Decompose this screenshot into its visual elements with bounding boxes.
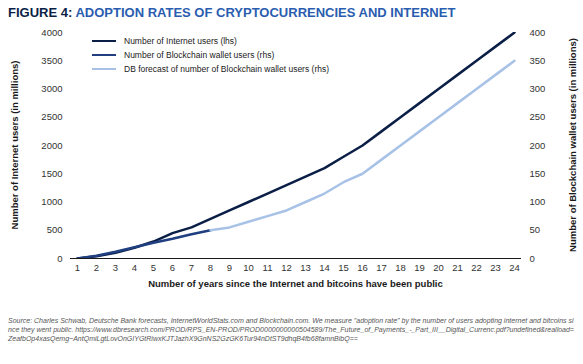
html-text:DB forecast of number of Block: DB forecast of number of Blockchain wall… (124, 64, 329, 74)
svg-text:2000: 2000 (41, 140, 62, 151)
svg-text:8: 8 (208, 262, 213, 273)
svg-text:3000: 3000 (41, 83, 62, 94)
html-text:FIGURE 4: ADOPTION RATES OF CR: FIGURE 4: ADOPTION RATES OF CRYPTOCURREN… (8, 5, 456, 20)
svg-text:11: 11 (263, 262, 273, 273)
svg-text:3500: 3500 (41, 55, 62, 66)
svg-text:150: 150 (530, 168, 546, 179)
svg-text:15: 15 (338, 262, 349, 273)
svg-text:5: 5 (151, 262, 156, 273)
html-text:Source: Charles Schwab, Deutsc: Source: Charles Schwab, Deutsche Bank fo… (8, 317, 574, 342)
svg-text:17: 17 (376, 262, 387, 273)
svg-text:9: 9 (227, 262, 232, 273)
svg-text:6: 6 (170, 262, 175, 273)
svg-text:23: 23 (490, 262, 501, 273)
html-text:Number of Internet users (in m: Number of Internet users (in millions) (8, 60, 20, 230)
svg-text:0: 0 (530, 253, 535, 264)
svg-text:500: 500 (47, 224, 63, 235)
svg-text:18: 18 (395, 262, 406, 273)
svg-text:300: 300 (530, 83, 546, 94)
svg-text:12: 12 (281, 262, 292, 273)
svg-text:21: 21 (452, 262, 463, 273)
svg-text:4000: 4000 (41, 27, 62, 38)
svg-text:19: 19 (414, 262, 425, 273)
svg-text:2500: 2500 (41, 111, 62, 122)
svg-text:24: 24 (509, 262, 520, 273)
html-text:Number of Blockchain wallet us: Number of Blockchain wallet users (rhs) (124, 50, 275, 60)
svg-text:22: 22 (471, 262, 482, 273)
svg-text:50: 50 (530, 224, 541, 235)
svg-text:3: 3 (113, 262, 118, 273)
svg-text:250: 250 (530, 111, 546, 122)
svg-text:400: 400 (530, 27, 546, 38)
svg-text:1: 1 (75, 262, 80, 273)
svg-text:100: 100 (530, 196, 546, 207)
svg-text:350: 350 (530, 55, 546, 66)
svg-text:7: 7 (189, 262, 194, 273)
svg-text:0: 0 (57, 253, 62, 264)
html-text:Number of Blockchain wallet us: Number of Blockchain wallet users (in mi… (566, 38, 578, 252)
svg-text:14: 14 (319, 262, 330, 273)
html-text:Number of Internet users (lhs): Number of Internet users (lhs) (124, 36, 237, 46)
svg-text:1500: 1500 (41, 168, 62, 179)
html-text:Number of years since the Inte: Number of years since the Internet and b… (148, 278, 443, 289)
svg-text:16: 16 (357, 262, 368, 273)
svg-text:20: 20 (433, 262, 444, 273)
svg-text:200: 200 (530, 140, 546, 151)
svg-text:2: 2 (94, 262, 99, 273)
svg-text:10: 10 (243, 262, 254, 273)
svg-text:4: 4 (132, 262, 137, 273)
svg-text:13: 13 (300, 262, 311, 273)
svg-text:1000: 1000 (41, 196, 62, 207)
